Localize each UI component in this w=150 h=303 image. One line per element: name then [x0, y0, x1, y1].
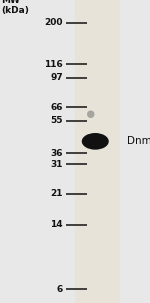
Text: 14: 14: [50, 220, 63, 229]
Text: 200: 200: [45, 18, 63, 27]
Text: Dnmt2: Dnmt2: [128, 136, 150, 146]
Text: 116: 116: [44, 60, 63, 69]
Bar: [75, 0, 120, 303]
Text: 31: 31: [51, 160, 63, 169]
Text: 97: 97: [50, 73, 63, 82]
Ellipse shape: [87, 111, 94, 118]
Ellipse shape: [82, 133, 109, 150]
Text: 21: 21: [51, 189, 63, 198]
Text: 36: 36: [51, 148, 63, 158]
Text: MW
(kDa): MW (kDa): [2, 0, 29, 15]
Text: 55: 55: [51, 116, 63, 125]
Text: 66: 66: [51, 102, 63, 112]
Text: 6: 6: [57, 285, 63, 294]
